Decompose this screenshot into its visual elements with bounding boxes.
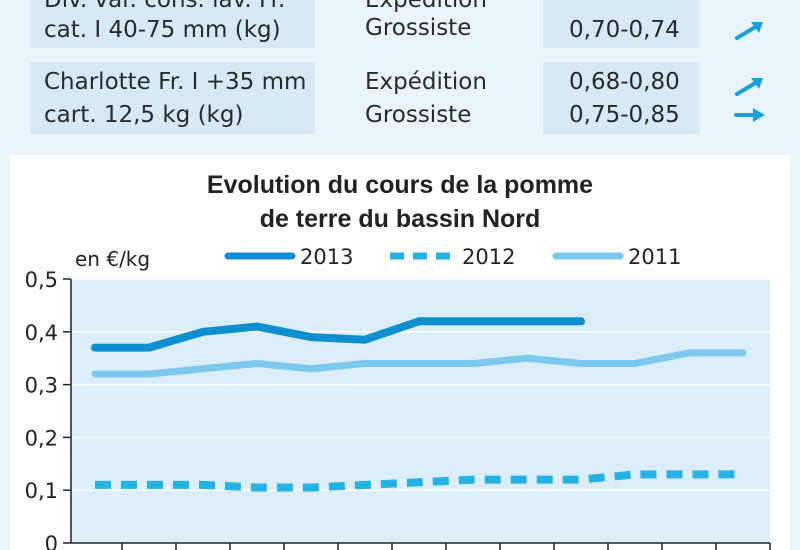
product-name-line2: cart. 12,5 kg (kg) (44, 102, 244, 128)
price-cell-bg (543, 0, 700, 48)
series-line-2012 (95, 470, 743, 492)
product-name-line1: Charlotte Fr. I +35 mm (44, 69, 307, 95)
stage-label: Expédition (365, 0, 487, 13)
stage-label: Expédition (365, 69, 487, 95)
trend-up-arrow-icon (735, 78, 763, 96)
product-name-line1: Div. var. cons. lav. Fr. (44, 0, 286, 13)
y-tick-label: 0 (45, 532, 58, 550)
legend-label-2012: 2012 (462, 245, 515, 269)
y-tick-label: 0,1 (25, 479, 58, 503)
legend-label-2011: 2011 (628, 245, 681, 269)
stage-label: Grossiste (365, 102, 472, 128)
y-tick-label: 0,5 (25, 268, 58, 292)
trend-up-arrow-icon (735, 22, 763, 40)
y-axis-ticks: 0 0,1 0,2 0,3 0,4 0,5 (25, 268, 71, 550)
price-chart-panel: Evolution du cours de la pomme de terre … (10, 155, 790, 550)
trend-stable-arrow-icon (734, 108, 765, 122)
price-range: 0,75-0,85 (569, 102, 680, 128)
chart-legend: 2013 2012 2011 (224, 245, 681, 269)
x-axis-ticks (121, 543, 771, 550)
series-lines (91, 317, 747, 492)
product-cell-bg (30, 0, 315, 48)
price-cell-bg (543, 62, 700, 134)
y-tick-label: 0,4 (25, 321, 58, 345)
chart-title-line2: de terre du bassin Nord (260, 205, 541, 233)
price-evolution-chart: Evolution du cours de la pomme de terre … (25, 171, 771, 550)
product-name-line2: cat. I 40-75 mm (kg) (44, 17, 281, 43)
y-axis-unit-label: en €/kg (75, 247, 150, 271)
price-range: 0,70-0,74 (569, 17, 680, 43)
y-tick-label: 0,2 (25, 426, 58, 450)
price-table: Div. var. cons. lav. Fr. cat. I 40-75 mm… (0, 0, 800, 140)
stage-label: Grossiste (365, 15, 472, 41)
series-line-2013 (91, 317, 585, 352)
y-tick-label: 0,3 (25, 374, 58, 398)
legend-label-2013: 2013 (300, 245, 353, 269)
series-line-2011 (91, 349, 747, 378)
price-range: 0,68-0,80 (569, 69, 680, 95)
grid-lines (71, 278, 770, 491)
chart-title-line1: Evolution du cours de la pomme (207, 171, 593, 199)
product-cell-bg (30, 62, 315, 134)
